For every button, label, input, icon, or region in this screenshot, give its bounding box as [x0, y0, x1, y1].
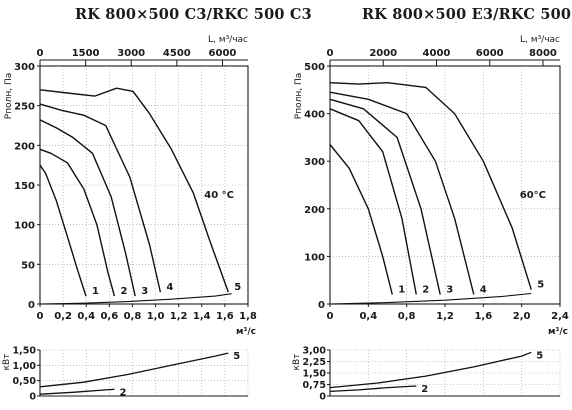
c1-top-axis-label: L, м³/час	[520, 35, 560, 45]
c0-power-line-5	[39, 352, 229, 388]
c1-x-tick-label: 2,4	[551, 311, 569, 322]
c0-power-tick-label: 1,50	[13, 346, 37, 357]
c1-power-tick-label: 3,00	[303, 346, 327, 357]
c1-system-curve	[329, 292, 532, 305]
c1-power-tick-label: 2,25	[303, 357, 326, 368]
chart-title-left: RK 800×500 C3/RKC 500 C3	[75, 6, 312, 23]
c0-x-tick-label: 1,4	[193, 311, 211, 322]
c1-y-tick-label: 200	[304, 205, 325, 216]
c1-x-tick-label: 0,4	[359, 311, 377, 322]
c1-top-tick-label: 8000	[529, 48, 557, 59]
c0-top-tick-label: 3000	[117, 48, 145, 59]
c0-top-tick-label: 0	[37, 48, 44, 59]
c0-y-tick-label: 250	[14, 102, 35, 113]
c1-power-label-5: 5	[536, 350, 543, 361]
c0-x-tick-label: 1,8	[239, 311, 257, 322]
c1-power-line-2	[329, 385, 417, 393]
c0-system-curve	[39, 293, 232, 305]
c1-series-line-1	[329, 144, 393, 295]
c1-x-tick-label: 0	[327, 311, 334, 322]
c1-temperature-annotation: 60°C	[520, 190, 546, 201]
c1-series-label-3: 3	[446, 284, 453, 295]
c1-series-line-3	[329, 98, 441, 295]
c1-series-label-4: 4	[480, 284, 487, 295]
c0-temperature-annotation: 40 °C	[204, 190, 234, 201]
c0-y-tick-label: 50	[21, 260, 35, 271]
c1-series-label-1: 1	[398, 284, 405, 295]
c1-y-axis-label: Pполн, Па	[294, 73, 304, 119]
c0-y-tick-label: 200	[14, 141, 35, 152]
c0-series-line-3	[39, 119, 136, 297]
c0-power-label-5: 5	[233, 351, 240, 362]
c1-x-tick-label: 1,2	[436, 311, 454, 322]
c0-power-line-2	[39, 388, 115, 395]
c0-series-label-2: 2	[120, 286, 127, 297]
c0-top-tick-label: 1500	[72, 48, 100, 59]
c1-power-tick-label: 0,75	[303, 380, 326, 391]
c1-y-tick-label: 100	[304, 252, 325, 263]
c1-top-tick-label: 6000	[476, 48, 504, 59]
c0-power-tick-label: 1,00	[13, 361, 37, 372]
c0-series-line-1	[39, 164, 87, 297]
c0-power-tick-label: 0	[29, 392, 36, 403]
c0-x-tick-label: 0,4	[77, 311, 95, 322]
c1-x-tick-label: 1,6	[474, 311, 492, 322]
c0-x-tick-label: 1,2	[170, 311, 188, 322]
c1-y-tick-label: 300	[304, 157, 325, 168]
c0-power-tick-label: 0,50	[13, 376, 37, 387]
c0-x-tick-label: 1,6	[216, 311, 234, 322]
c0-series-label-4: 4	[166, 282, 173, 293]
c1-series-line-4	[329, 91, 475, 295]
c1-series-line-5	[329, 81, 532, 290]
c1-series-line-2	[329, 108, 417, 295]
c0-series-line-5	[39, 87, 229, 293]
c0-series-label-3: 3	[141, 286, 148, 297]
c1-power-tick-label: 0	[319, 392, 326, 403]
c1-x-tick-label: 0,8	[398, 311, 416, 322]
c0-plot-frame	[39, 65, 249, 305]
c0-y-tick-label: 0	[28, 300, 35, 311]
c1-top-tick-label: 4000	[423, 48, 451, 59]
c1-top-tick-label: 2000	[369, 48, 397, 59]
c0-y-tick-label: 300	[14, 62, 35, 73]
c1-series-label-2: 2	[422, 284, 429, 295]
c0-x-tick-label: 1,0	[147, 311, 165, 322]
c0-y-tick-label: 100	[14, 221, 35, 232]
c0-x-tick-label: 0,2	[54, 311, 72, 322]
c1-power-line-5	[329, 351, 532, 389]
c0-power-label-2: 2	[119, 387, 126, 398]
c0-x-tick-label: 0,6	[100, 311, 118, 322]
c1-x-axis-label: м³/с	[548, 327, 568, 337]
c1-y-tick-label: 400	[304, 110, 325, 121]
c1-power-label-2: 2	[421, 384, 428, 395]
c1-top-tick-label: 0	[327, 48, 334, 59]
c0-series-label-1: 1	[92, 286, 99, 297]
c0-series-label-5: 5	[234, 282, 241, 293]
c0-series-line-4	[39, 103, 162, 293]
c1-series-label-5: 5	[537, 280, 544, 291]
c0-x-axis-label: м³/с	[236, 327, 256, 337]
c0-top-axis-label: L, м³/час	[208, 35, 248, 45]
c0-top-tick-label: 4500	[163, 48, 191, 59]
c1-power-axis-label: кВт	[292, 354, 302, 371]
c0-power-axis-label: кВт	[2, 354, 12, 371]
c0-top-tick-label: 6000	[209, 48, 237, 59]
c1-y-tick-label: 0	[318, 300, 325, 311]
c0-series-line-2	[39, 148, 116, 297]
c1-plot-frame	[329, 65, 561, 305]
c0-y-tick-label: 150	[14, 181, 35, 192]
c0-x-tick-label: 0,8	[124, 311, 142, 322]
c1-y-tick-label: 500	[304, 62, 325, 73]
chart-title-right: RK 800×500 E3/RKC 500 E3	[362, 6, 572, 23]
c1-power-tick-label: 1,50	[303, 369, 327, 380]
c0-y-axis-label: Pполн, Па	[4, 73, 14, 119]
c0-x-tick-label: 0	[37, 311, 44, 322]
c1-x-tick-label: 2,0	[513, 311, 531, 322]
